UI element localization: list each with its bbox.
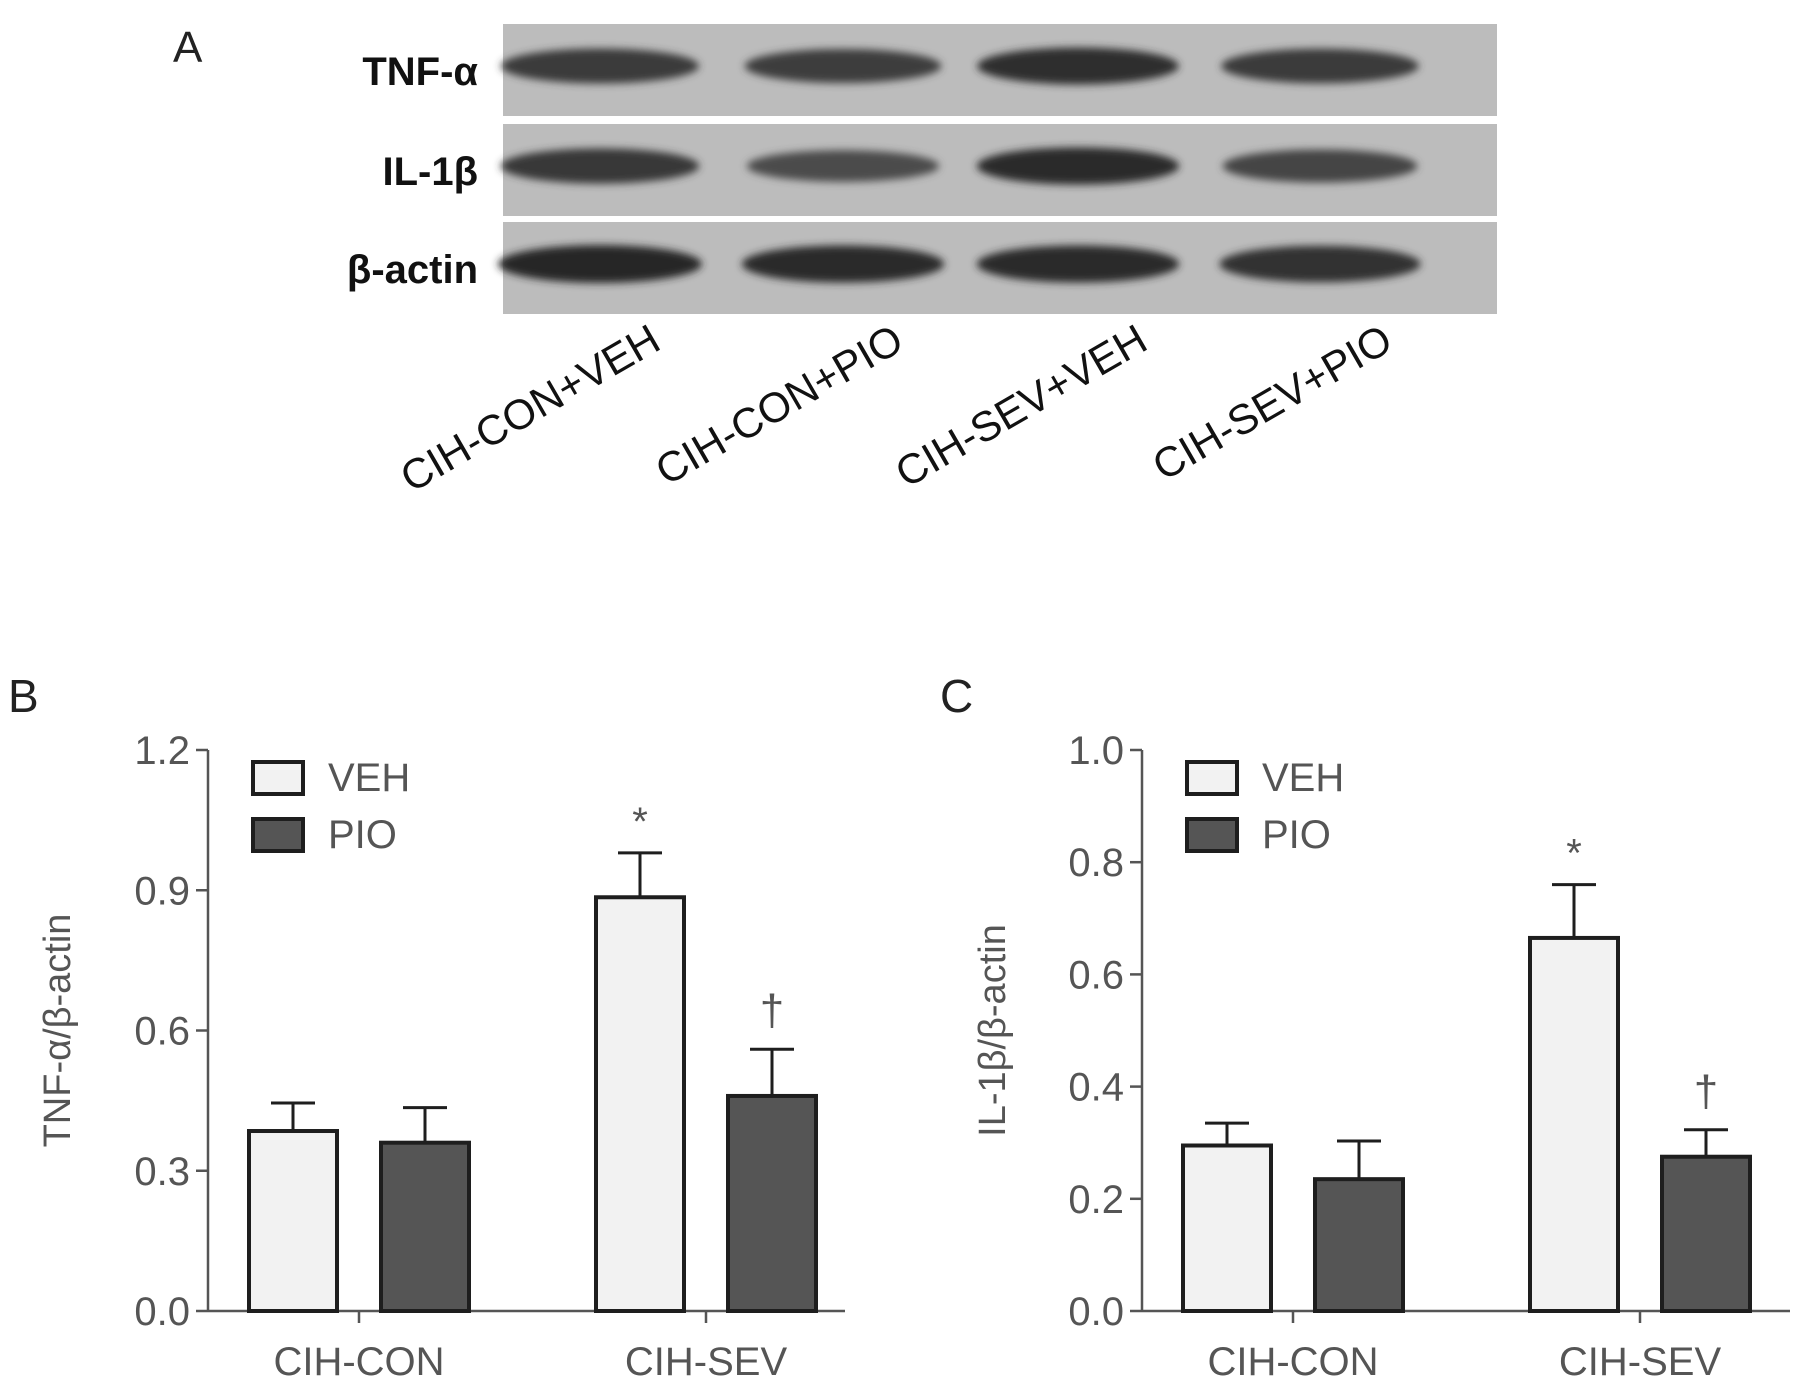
blot-row-label: IL-1β — [382, 150, 478, 194]
blot-band — [976, 147, 1180, 185]
blot-band — [1219, 245, 1421, 283]
legend-swatch — [251, 760, 305, 796]
bar — [726, 1093, 818, 1313]
legend-swatch — [1185, 817, 1239, 853]
significance-marker: † — [760, 986, 784, 1035]
x-tick-label: CIH-CON — [273, 1340, 444, 1384]
blot-band — [500, 48, 700, 84]
y-tick-label: 0.0 — [134, 1290, 190, 1334]
panel-b-letter: B — [8, 670, 39, 722]
panel-c-letter: C — [940, 670, 973, 722]
bar — [379, 1140, 471, 1313]
panel-c: C 0.0 0.2 0.4 0.6 0.8 1.0 IL-1β/β-actin CIH-CON… — [940, 670, 1790, 1384]
y-tick-label: 0.3 — [134, 1150, 190, 1194]
bar — [1660, 1154, 1752, 1313]
lane-label: CIH-CON+PIO — [648, 315, 911, 494]
y-axis-label: IL-1β/β-actin — [972, 924, 1014, 1137]
x-tick-label: CIH-CON — [1207, 1340, 1378, 1384]
blot-row: β-actin — [347, 222, 1497, 314]
blot-row: IL-1β — [382, 124, 1497, 216]
blot-band — [741, 245, 945, 283]
x-tick-label: CIH-SEV — [625, 1340, 788, 1384]
blot-band — [744, 48, 942, 84]
significance-marker: † — [1694, 1067, 1718, 1116]
blot-band — [498, 245, 702, 283]
y-tick-label: 0.9 — [134, 869, 190, 913]
blot-band — [746, 150, 940, 182]
blot-band — [976, 245, 1180, 283]
bar — [1528, 935, 1620, 1313]
legend-swatch — [251, 817, 305, 853]
legend-label: PIO — [328, 813, 397, 857]
y-tick-label: 0.6 — [1068, 953, 1124, 997]
blot-row-label: β-actin — [347, 248, 478, 292]
y-tick-label: 0.2 — [1068, 1178, 1124, 1222]
lane-labels: CIH-CON+VEHCIH-CON+PIOCIH-SEV+VEHCIH-SEV… — [392, 315, 1399, 501]
blot-band — [977, 47, 1179, 85]
y-tick-label: 1.2 — [134, 729, 190, 773]
panel-a-letter: A — [173, 23, 203, 72]
legend-label: VEH — [328, 756, 410, 800]
blot-row-label: TNF-α — [362, 50, 478, 94]
blot-band — [1222, 149, 1418, 183]
x-tick-label: CIH-SEV — [1559, 1340, 1722, 1384]
bar — [594, 895, 686, 1313]
bar — [1313, 1177, 1405, 1314]
il-1beta-bar-chart: 0.0 0.2 0.4 0.6 0.8 1.0 IL-1β/β-actin CIH-CON CI… — [972, 729, 1790, 1384]
legend-swatch — [1185, 760, 1239, 796]
lane-label: CIH-SEV+VEH — [887, 315, 1154, 496]
y-axis-label: TNF-α/β-actin — [37, 914, 79, 1148]
panel-b: B 0.0 0.3 0.6 0.9 1.2 TNF-α/β-actin CIH-CON CIH… — [8, 670, 845, 1384]
western-blot: TNF-α IL-1β β-actin — [347, 24, 1497, 314]
blot-band — [500, 148, 700, 184]
significance-marker: * — [632, 800, 648, 844]
panel-a: A TNF-α IL-1β β-actin CIH-CON+VEHCIH-CON+P… — [173, 23, 1497, 501]
y-tick-label: 1.0 — [1068, 729, 1124, 773]
y-tick-label: 0.4 — [1068, 1066, 1124, 1110]
blot-band — [1221, 48, 1419, 84]
lane-label: CIH-SEV+PIO — [1145, 315, 1400, 489]
legend-label: PIO — [1262, 813, 1331, 857]
lane-label: CIH-CON+VEH — [392, 315, 667, 501]
blot-row: TNF-α — [362, 24, 1497, 116]
significance-marker: * — [1566, 832, 1582, 876]
y-tick-label: 0.8 — [1068, 841, 1124, 885]
legend-label: VEH — [1262, 756, 1344, 800]
tnf-alpha-bar-chart: 0.0 0.3 0.6 0.9 1.2 TNF-α/β-actin CIH-CON CIH-S… — [37, 729, 845, 1384]
bar — [1181, 1143, 1273, 1313]
y-tick-label: 0.6 — [134, 1010, 190, 1054]
bar — [247, 1129, 339, 1313]
y-tick-label: 0.0 — [1068, 1290, 1124, 1334]
